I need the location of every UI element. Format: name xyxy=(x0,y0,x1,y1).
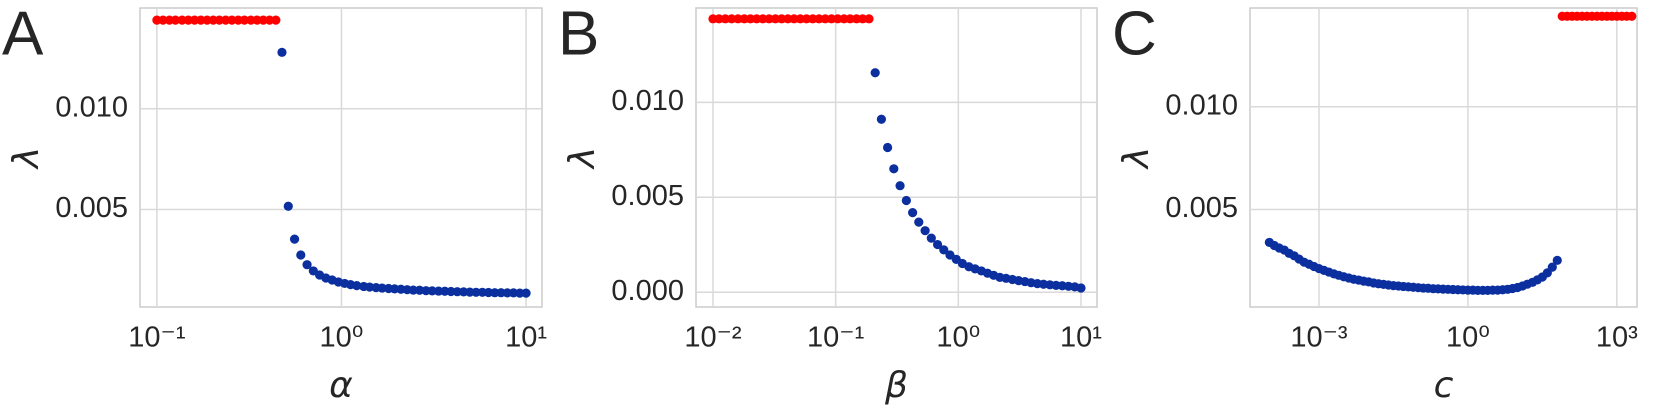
x-tick-label: 10⁰ xyxy=(1446,322,1490,354)
x-tick-label: 10¹ xyxy=(1060,322,1102,354)
data-point xyxy=(920,226,930,236)
x-tick-label: 10⁻³ xyxy=(1290,322,1348,354)
x-tick-label: 10⁰ xyxy=(936,322,980,354)
data-point xyxy=(471,287,481,297)
panel-label: A xyxy=(2,0,44,68)
data-point xyxy=(377,283,387,293)
data-point xyxy=(727,14,737,24)
x-tick-label: 10³ xyxy=(1596,322,1638,354)
data-point xyxy=(895,181,905,191)
data-point xyxy=(901,195,911,206)
data-point xyxy=(427,286,437,296)
data-point xyxy=(352,281,362,291)
data-point xyxy=(1076,283,1086,293)
data-point xyxy=(870,68,880,78)
data-point xyxy=(302,260,312,270)
data-point xyxy=(858,14,868,24)
y-tick-label: 0.010 xyxy=(55,91,128,123)
data-point xyxy=(889,164,899,174)
data-point xyxy=(296,250,306,260)
data-point xyxy=(764,14,774,24)
x-tick-label: 10⁻¹ xyxy=(807,322,865,354)
data-point xyxy=(914,217,924,227)
panel-label: B xyxy=(558,0,599,68)
data-point xyxy=(926,233,936,243)
data-point xyxy=(932,239,943,250)
x-tick-label: 10⁻¹ xyxy=(128,322,186,354)
plot-frame xyxy=(1249,7,1638,308)
y-tick-label: 0.005 xyxy=(611,180,684,212)
x-axis-label: β xyxy=(884,365,908,406)
data-point xyxy=(939,245,949,255)
panel-label: C xyxy=(1112,0,1157,68)
data-point xyxy=(214,15,224,25)
data-point xyxy=(908,208,918,218)
panel: 10⁻¹ 10⁰ 10¹ 0.005 0.010 α λ A xyxy=(2,0,547,406)
y-tick-label: 0.010 xyxy=(611,85,684,117)
data-point xyxy=(1627,11,1637,21)
panel: 10⁻³ 10⁰ 10³ 0.005 0.010 c λ C xyxy=(1112,0,1638,406)
data-point xyxy=(521,288,531,298)
data-point xyxy=(720,14,730,24)
data-point xyxy=(1552,255,1562,265)
data-point xyxy=(289,234,300,244)
x-tick-label: 10⁰ xyxy=(320,322,364,354)
plot-frame xyxy=(695,7,1098,308)
y-axis-label: λ xyxy=(1116,147,1157,170)
data-point xyxy=(258,15,268,25)
data-point xyxy=(283,201,293,211)
x-tick-label: 10¹ xyxy=(505,322,547,354)
data-point xyxy=(845,14,855,24)
panel: 10⁻² 10⁻¹ 10⁰ 10¹ 0.000 0.005 0.010 β λ B xyxy=(558,0,1102,406)
data-point xyxy=(1547,262,1557,272)
data-point xyxy=(158,15,168,25)
y-tick-label: 0.000 xyxy=(611,275,684,307)
x-axis-label: α xyxy=(329,365,353,406)
data-point xyxy=(876,114,887,124)
data-point xyxy=(864,14,874,24)
x-axis-label: c xyxy=(1434,365,1454,406)
data-point xyxy=(271,15,281,25)
data-point xyxy=(227,15,237,25)
data-point xyxy=(882,142,893,153)
y-axis-label: λ xyxy=(562,147,603,170)
data-point xyxy=(170,15,181,25)
y-tick-label: 0.005 xyxy=(1165,192,1238,224)
data-point xyxy=(277,47,287,57)
y-tick-label: 0.005 xyxy=(55,192,128,224)
x-tick-label: 10⁻² xyxy=(684,322,742,354)
data-point xyxy=(758,14,768,24)
data-point xyxy=(239,15,250,25)
y-axis-label: λ xyxy=(6,147,47,170)
y-tick-label: 0.010 xyxy=(1165,89,1238,121)
